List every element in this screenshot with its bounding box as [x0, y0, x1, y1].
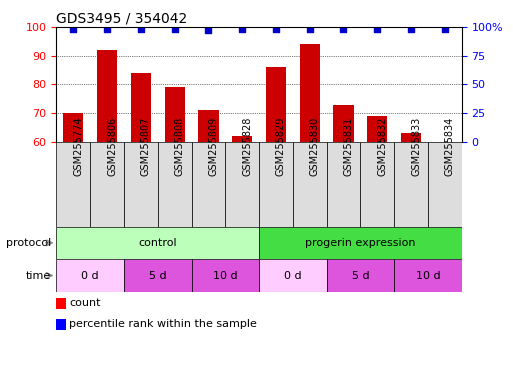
Bar	[191, 259, 259, 292]
Text: GSM255806: GSM255806	[107, 117, 117, 176]
Text: 0 d: 0 d	[284, 270, 302, 281]
Point	[407, 26, 415, 32]
Text: progerin expression: progerin expression	[305, 238, 416, 248]
Bar	[293, 142, 327, 227]
Text: time: time	[26, 270, 51, 281]
Bar	[157, 142, 191, 227]
Text: GSM255832: GSM255832	[377, 117, 387, 176]
Text: GSM255829: GSM255829	[276, 117, 286, 176]
Bar	[191, 142, 225, 227]
Text: GSM255834: GSM255834	[445, 117, 455, 176]
Bar	[394, 259, 462, 292]
Bar	[56, 319, 66, 330]
Bar	[259, 259, 327, 292]
Bar	[401, 134, 421, 142]
Bar	[63, 113, 84, 142]
Point	[170, 26, 179, 32]
Bar	[394, 142, 428, 227]
Point	[204, 27, 212, 33]
Text: GDS3495 / 354042: GDS3495 / 354042	[56, 12, 188, 26]
Bar	[360, 142, 394, 227]
Point	[272, 26, 280, 32]
Bar	[56, 259, 124, 292]
Text: GSM255833: GSM255833	[411, 117, 421, 176]
Text: 5 d: 5 d	[149, 270, 167, 281]
Text: GSM255831: GSM255831	[344, 117, 353, 176]
Bar	[300, 44, 320, 142]
Text: protocol: protocol	[6, 238, 51, 248]
Text: GSM255809: GSM255809	[208, 117, 219, 176]
Bar	[97, 50, 117, 142]
Point	[103, 26, 111, 32]
Bar	[124, 259, 191, 292]
Bar	[165, 88, 185, 142]
Bar	[56, 142, 90, 227]
Point	[69, 26, 77, 32]
Text: count: count	[69, 298, 101, 308]
Bar	[232, 136, 252, 142]
Text: GSM255830: GSM255830	[310, 117, 320, 176]
Point	[238, 26, 246, 32]
Bar	[367, 116, 387, 142]
Point	[441, 26, 449, 32]
Bar	[327, 259, 394, 292]
Bar	[198, 111, 219, 142]
Bar	[90, 142, 124, 227]
Text: control: control	[139, 238, 177, 248]
Text: 10 d: 10 d	[416, 270, 440, 281]
Bar	[259, 227, 462, 259]
Text: 0 d: 0 d	[82, 270, 99, 281]
Point	[373, 26, 381, 32]
Bar	[131, 73, 151, 142]
Text: GSM255774: GSM255774	[73, 117, 83, 176]
Text: 10 d: 10 d	[213, 270, 238, 281]
Text: 5 d: 5 d	[351, 270, 369, 281]
Bar	[124, 142, 158, 227]
Text: GSM255807: GSM255807	[141, 117, 151, 176]
Point	[306, 26, 314, 32]
Text: percentile rank within the sample: percentile rank within the sample	[69, 319, 257, 329]
Bar	[266, 67, 286, 142]
Bar	[225, 142, 259, 227]
Bar	[327, 142, 360, 227]
Bar	[56, 227, 259, 259]
Bar	[56, 298, 66, 309]
Point	[340, 26, 348, 32]
Bar	[333, 104, 353, 142]
Bar	[259, 142, 293, 227]
Point	[137, 26, 145, 32]
Text: GSM255828: GSM255828	[242, 117, 252, 176]
Bar	[428, 142, 462, 227]
Text: GSM255808: GSM255808	[174, 117, 185, 176]
